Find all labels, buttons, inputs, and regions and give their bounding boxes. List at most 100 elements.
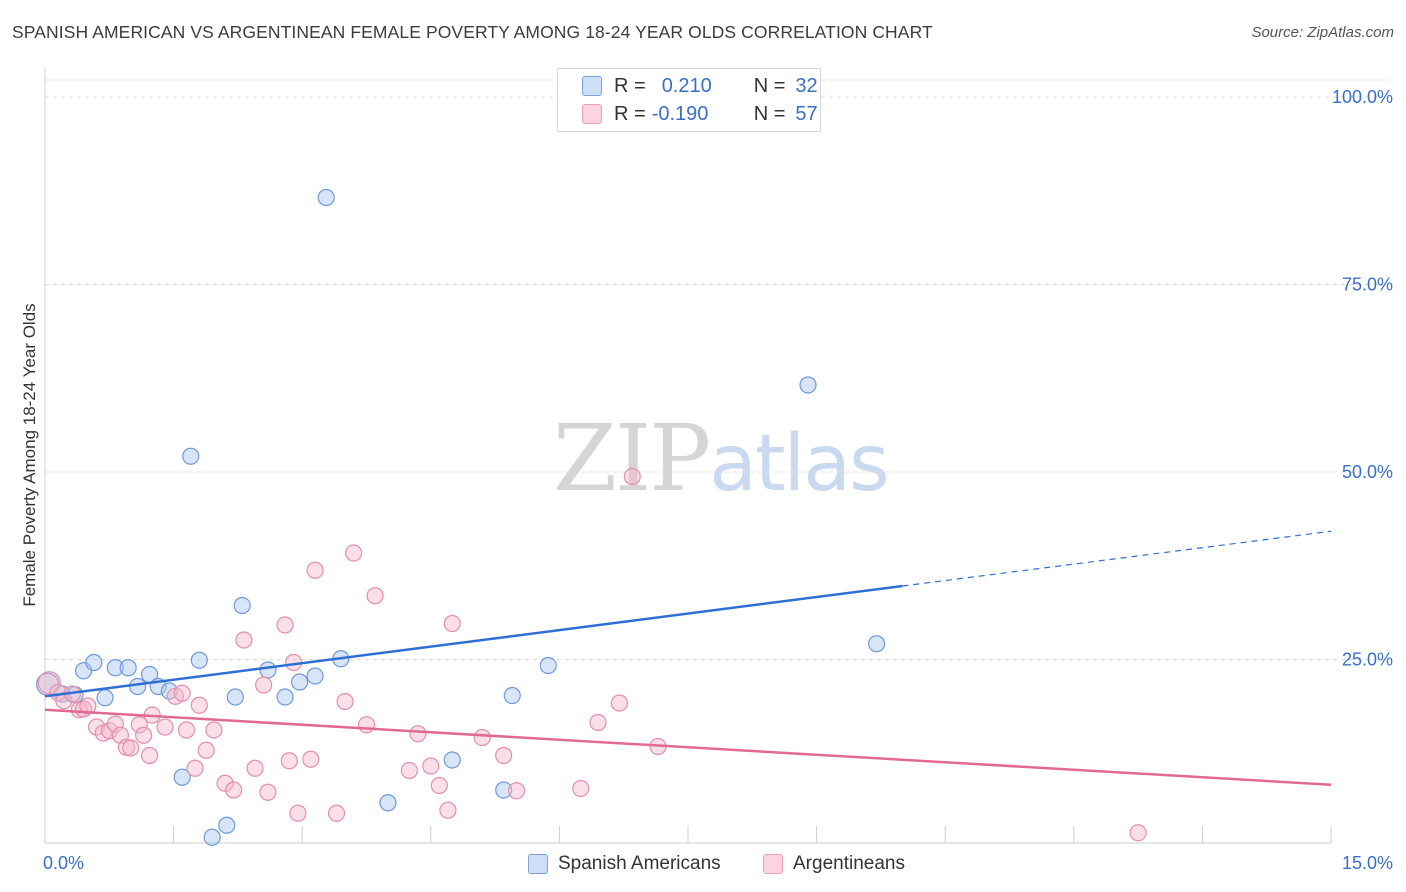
argentinean-point [572, 779, 590, 798]
spanish-american-point [233, 596, 251, 615]
legend-n-label: N = [753, 74, 786, 97]
watermark-atlas: atlas [709, 419, 889, 509]
argentinean-point [409, 725, 427, 743]
spanish-american-point [276, 688, 294, 706]
argentinean-point [1129, 824, 1147, 842]
argentinean-point [186, 759, 204, 777]
argentinean-point [79, 697, 97, 715]
spanish-american-point [868, 635, 886, 653]
spanish-american-point [106, 659, 124, 677]
bottom-legend-spanish-americans: Spanish Americans [528, 852, 721, 876]
argentinean-point [366, 587, 384, 605]
spanish-american-trend-extension [902, 530, 1332, 587]
spanish-american-point [96, 689, 114, 707]
argentinean-point [336, 692, 354, 711]
watermark-zip: ZIP [553, 405, 711, 512]
legend-n-label: N = [753, 102, 786, 125]
spanish-american-point [443, 751, 461, 769]
argentinean-point [216, 774, 234, 792]
argentinean-point [122, 739, 140, 757]
spanish-american-point [539, 656, 557, 675]
pink-swatch-icon [763, 854, 783, 874]
argentinean-point [327, 804, 346, 822]
legend-n-value: 57 [795, 102, 818, 125]
argentinean-point [190, 696, 208, 714]
argentinean-point [246, 759, 264, 777]
y-tick-label: 75.0% [1342, 275, 1393, 295]
legend-r-value: 0.210 [661, 74, 712, 97]
spanish-american-point [379, 794, 397, 812]
argentinean-trend-line [44, 708, 1332, 786]
legend-row-argentineans: R = -0.190 N = 57 [582, 101, 818, 127]
argentinean-point [280, 752, 298, 770]
argentinean-point [87, 718, 106, 736]
argentinean-point [100, 722, 118, 740]
source-label: Source: ZipAtlas.com [1251, 24, 1394, 41]
spanish-american-point [218, 816, 236, 834]
argentinean-point [205, 721, 223, 739]
argentinean-point [235, 631, 253, 649]
blue-swatch-icon [528, 854, 548, 874]
argentinean-point [507, 782, 526, 800]
bottom-legend-label: Argentineans [793, 853, 905, 874]
spanish-american-point [503, 686, 521, 705]
blue-swatch-icon [582, 76, 602, 96]
argentinean-point [106, 715, 124, 733]
argentinean-point [610, 694, 629, 712]
argentinean-point [306, 561, 324, 579]
argentinean-point [302, 750, 320, 768]
argentinean-point [473, 728, 491, 747]
argentinean-point [589, 713, 607, 732]
chart-title: SPANISH AMERICAN VS ARGENTINEAN FEMALE P… [12, 22, 933, 42]
bottom-legend-argentineans: Argentineans [763, 852, 905, 876]
spanish-american-point [85, 653, 103, 672]
argentinean-point [173, 684, 191, 702]
spanish-american-point [317, 188, 335, 207]
watermark: ZIPatlas [553, 405, 890, 512]
spanish-american-point [182, 447, 200, 465]
spanish-american-point [128, 677, 147, 696]
argentinean-point [345, 544, 363, 562]
argentinean-point [197, 741, 215, 759]
y-axis-title: Female Poverty Among 18-24 Year Olds [20, 303, 39, 607]
y-tick-label: 25.0% [1342, 650, 1393, 670]
argentinean-point [177, 721, 196, 739]
argentinean-point [623, 467, 641, 486]
x-tick-label: 0.0% [43, 853, 84, 873]
spanish-american-point [203, 828, 221, 846]
argentinean-point [443, 614, 461, 633]
correlation-legend: R = 0.210 N = 32 R = -0.190 N = 57 [557, 68, 821, 132]
spanish-american-point [173, 768, 191, 786]
argentinean-point [140, 746, 159, 765]
argentinean-point [400, 761, 418, 780]
y-tick-label: 100.0% [1332, 87, 1393, 107]
spanish-american-point [291, 673, 309, 691]
argentinean-point [495, 746, 513, 765]
argentinean-point [130, 716, 148, 734]
argentinean-point [439, 801, 457, 819]
y-tick-label: 50.0% [1342, 462, 1393, 482]
argentinean-point [289, 804, 307, 822]
argentinean-point [430, 776, 448, 795]
legend-row-spanish-americans: R = 0.210 N = 32 [582, 73, 818, 99]
argentinean-point [357, 716, 376, 734]
bottom-legend-label: Spanish Americans [558, 853, 721, 874]
argentinean-point [134, 726, 153, 744]
spanish-american-point [495, 781, 513, 799]
argentinean-point [259, 783, 277, 801]
x-tick-label: 15.0% [1342, 853, 1393, 873]
spanish-american-trend-line [44, 584, 903, 698]
spanish-american-point [190, 651, 208, 669]
pink-swatch-icon [582, 104, 602, 124]
legend-r-value: -0.190 [651, 102, 709, 125]
legend-r-label: R = [614, 74, 646, 97]
argentinean-point [422, 757, 440, 775]
spanish-american-point [259, 661, 277, 679]
argentinean-point [255, 676, 273, 694]
argentinean-point [156, 718, 174, 736]
spanish-american-point [306, 667, 324, 685]
spanish-american-point [799, 376, 817, 394]
argentinean-point [276, 616, 294, 634]
argentinean-point [225, 781, 243, 799]
